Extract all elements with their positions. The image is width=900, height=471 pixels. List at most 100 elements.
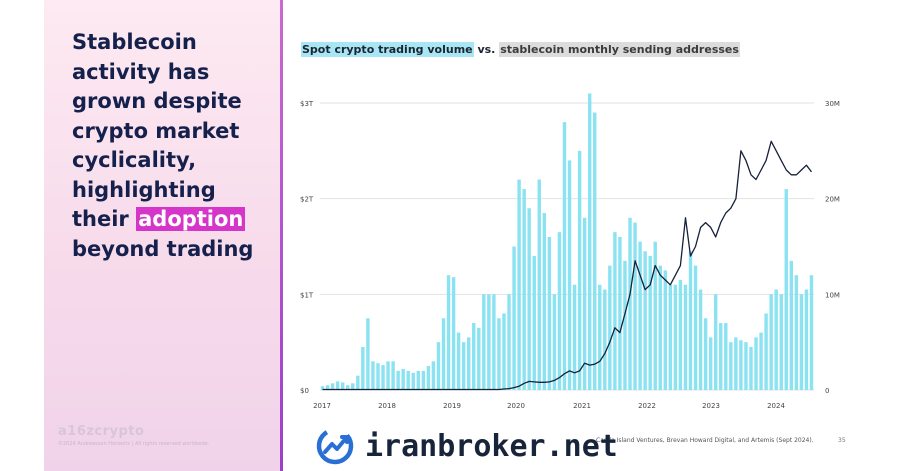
volume-bar: [512, 246, 516, 390]
chart-title: Spot crypto trading volume vs. stablecoi…: [301, 42, 740, 57]
chart-title-addresses: stablecoin monthly sending addresses: [499, 42, 740, 57]
volume-bar: [688, 251, 693, 390]
y-left-tick-label: $0: [300, 387, 309, 395]
volume-bar: [789, 260, 794, 390]
headline-text-end: beyond trading: [72, 236, 254, 261]
volume-bar: [361, 346, 365, 390]
volume-bar: [618, 236, 622, 390]
volume-bar: [391, 361, 395, 390]
volume-bar: [809, 275, 814, 390]
chart-title-volume: Spot crypto trading volume: [301, 42, 474, 57]
volume-bar: [557, 232, 562, 390]
volume-bar: [472, 323, 476, 390]
volume-bar: [522, 189, 526, 390]
volume-bar: [648, 256, 652, 390]
volume-bar: [487, 294, 491, 390]
volume-bar: [376, 363, 380, 390]
brand-logo: a16zcrypto: [58, 424, 145, 439]
volume-bar: [567, 160, 572, 390]
volume-bar: [502, 313, 506, 390]
y-right-tick-label: 10M: [825, 291, 840, 299]
volume-bar: [507, 294, 511, 390]
panel-divider: [280, 0, 283, 471]
volume-bar: [351, 383, 355, 390]
y-left-tick-label: $2T: [300, 196, 314, 204]
volume-bar: [764, 313, 768, 390]
headline-highlight: adoption: [136, 207, 246, 231]
chart-trend-logo-icon: [316, 427, 354, 465]
volume-bar: [466, 337, 471, 390]
volume-address-chart: $0 $1T $2T $3T 0 10M 20M 30M 2017 2018 2019 2020 202…: [300, 93, 840, 410]
volume-bar: [754, 337, 758, 390]
volume-bar: [386, 361, 390, 390]
x-tick-label: 2019: [443, 402, 461, 410]
volume-bar: [673, 284, 678, 390]
sending-addresses-line: [322, 140, 813, 391]
volume-bar: [517, 179, 521, 390]
chart-title-vs: vs.: [473, 43, 500, 56]
volume-bar: [658, 265, 662, 390]
volume-bar: [698, 289, 703, 390]
volume-bar: [406, 370, 410, 390]
volume-bar: [335, 381, 340, 390]
volume-bar: [734, 337, 738, 390]
volume-bar: [628, 217, 632, 390]
volume-bar: [653, 241, 657, 390]
volume-bar: [446, 275, 451, 390]
volume-bar: [477, 327, 481, 390]
x-tick-label: 2022: [638, 402, 656, 410]
x-tick-label: 2018: [378, 402, 396, 410]
volume-bar: [774, 289, 778, 390]
volume-bar: [366, 318, 370, 390]
volume-bar: [663, 270, 668, 390]
volume-bar: [769, 294, 773, 390]
volume-bar: [613, 232, 617, 390]
volume-bar: [346, 385, 350, 390]
volume-bar: [356, 375, 360, 390]
volume-bar: [587, 93, 592, 390]
volume-bar: [608, 265, 612, 390]
volume-bar: [527, 208, 531, 390]
volume-bar: [411, 372, 415, 390]
x-tick-label: 2024: [767, 402, 785, 410]
volume-bar: [603, 289, 607, 390]
headline-panel: [44, 0, 280, 471]
volume-bar: [451, 277, 456, 390]
volume-bar: [643, 251, 647, 390]
x-tick-label: 2020: [507, 402, 525, 410]
y-left-tick-label: $1T: [300, 291, 314, 299]
volume-bar: [799, 294, 804, 390]
volume-bar: [693, 265, 698, 390]
volume-bar: [396, 370, 400, 390]
volume-bar: [724, 323, 728, 390]
x-tick-label: 2017: [313, 402, 331, 410]
volume-bar: [572, 284, 577, 390]
volume-bar: [497, 318, 501, 390]
volume-bar: [482, 294, 486, 390]
volume-bar: [598, 284, 602, 390]
watermark: iranbroker.net: [315, 426, 618, 466]
volume-bar: [638, 241, 642, 390]
volume-bar: [739, 340, 743, 390]
volume-bar: [340, 382, 345, 390]
volume-bar: [668, 284, 673, 390]
volume-bar: [633, 222, 637, 390]
volume-bar: [330, 383, 335, 390]
volume-bar: [623, 260, 627, 390]
volume-bar: [401, 368, 405, 390]
watermark-text: iranbroker.net: [365, 428, 618, 464]
volume-bar: [371, 361, 375, 390]
y-right-tick-label: 0: [825, 387, 829, 395]
volume-bar: [719, 323, 723, 390]
volume-bar: [703, 318, 708, 390]
volume-bar: [542, 213, 547, 390]
volume-bar: [794, 275, 799, 390]
volume-bar: [456, 332, 461, 390]
volume-bar: [325, 385, 330, 390]
x-tick-label: 2023: [702, 402, 720, 410]
volume-bar: [708, 337, 713, 390]
y-right-tick-label: 30M: [825, 100, 840, 108]
volume-bar: [683, 284, 688, 390]
volume-bar: [320, 386, 325, 390]
volume-bar: [416, 370, 421, 390]
